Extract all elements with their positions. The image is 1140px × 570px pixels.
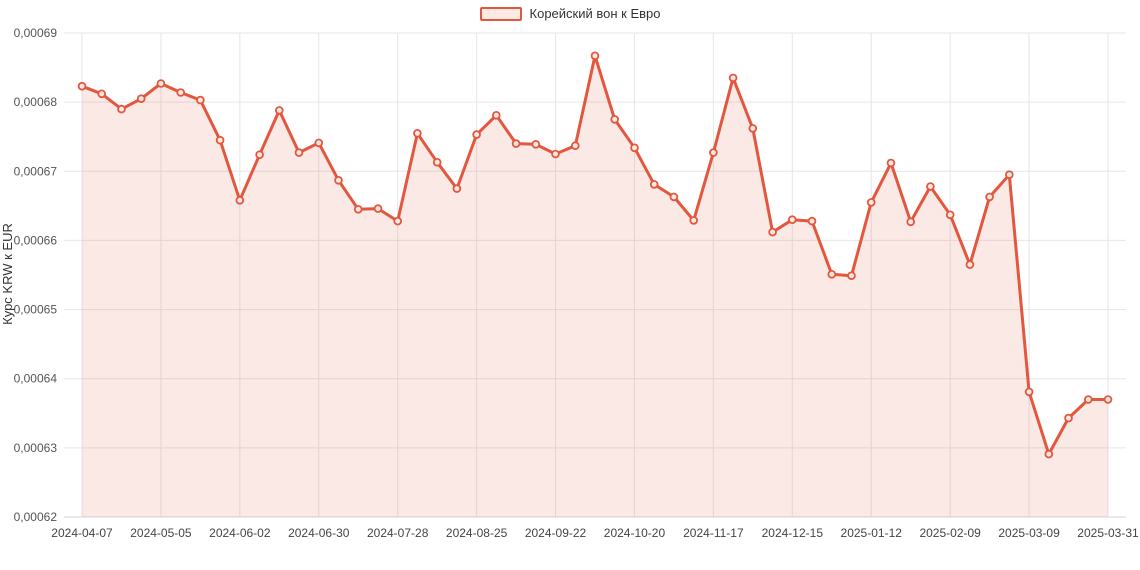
data-point[interactable]	[590, 51, 600, 61]
data-point[interactable]	[748, 124, 758, 133]
vertical-gridlines	[81, 33, 1109, 517]
data-point[interactable]	[847, 271, 856, 281]
y-tick-label: 0,00064	[14, 372, 58, 386]
data-point[interactable]	[452, 184, 462, 193]
data-point[interactable]	[156, 79, 166, 88]
y-tick-label: 0,00067	[14, 164, 58, 178]
x-tick-label: 2024-09-22	[525, 526, 587, 540]
data-point[interactable]	[97, 89, 106, 99]
data-point[interactable]	[669, 192, 679, 202]
series-area-fill	[82, 55, 1108, 518]
data-point[interactable]	[255, 150, 264, 160]
x-tick-label: 2024-10-20	[604, 526, 666, 540]
data-point[interactable]	[570, 141, 580, 151]
data-point[interactable]	[393, 216, 403, 226]
data-point[interactable]	[630, 143, 639, 153]
data-point[interactable]	[807, 216, 817, 226]
data-point[interactable]	[136, 94, 146, 103]
data-point[interactable]	[551, 149, 560, 159]
x-tick-label: 2025-03-09	[998, 526, 1060, 540]
data-point[interactable]	[689, 216, 698, 225]
data-point[interactable]	[1004, 170, 1014, 180]
data-point[interactable]	[117, 104, 126, 114]
x-axis-tick-labels: 2024-04-07 2024-05-05 2024-06-02 2024-06-30…	[51, 526, 1139, 540]
data-point[interactable]	[432, 158, 442, 167]
y-tick-label: 0,00062	[14, 510, 58, 524]
data-point[interactable]	[906, 217, 915, 227]
legend-swatch	[479, 6, 522, 21]
data-point[interactable]	[1084, 395, 1093, 404]
x-tick-label: 2024-08-25	[446, 526, 508, 540]
x-tick-label: 2024-04-07	[51, 526, 113, 540]
y-axis-tick-labels: 0,00062 0,00063 0,00064 0,00065 0,00066 0,000…	[14, 26, 58, 524]
data-point[interactable]	[1064, 413, 1073, 423]
data-point[interactable]	[196, 95, 205, 105]
data-point[interactable]	[649, 180, 659, 189]
x-tick-label: 2024-06-30	[288, 526, 350, 540]
data-point[interactable]	[610, 115, 619, 124]
data-point[interactable]	[965, 260, 975, 269]
data-point[interactable]	[886, 158, 896, 168]
x-tick-label: 2024-07-28	[367, 526, 429, 540]
data-point[interactable]	[787, 215, 797, 225]
data-point[interactable]	[472, 130, 481, 139]
data-point[interactable]	[985, 192, 994, 202]
data-point-markers	[77, 51, 1113, 459]
data-point[interactable]	[77, 81, 87, 91]
data-point[interactable]	[373, 204, 383, 213]
data-point[interactable]	[728, 73, 738, 83]
y-axis-title: Курс KRW к EUR	[0, 223, 15, 325]
horizontal-gridlines	[64, 32, 1126, 518]
y-tick-label: 0,00068	[14, 95, 58, 109]
data-point[interactable]	[334, 176, 343, 185]
data-point[interactable]	[945, 210, 955, 220]
data-point[interactable]	[353, 205, 363, 214]
legend-item-krw-eur[interactable]: Корейский вон к Евро	[0, 6, 1140, 21]
x-tick-label: 2024-12-15	[762, 526, 824, 540]
data-point[interactable]	[1103, 395, 1113, 404]
data-point[interactable]	[176, 88, 186, 97]
y-tick-label: 0,00063	[14, 441, 58, 455]
area-series	[80, 54, 1110, 518]
y-tick-label: 0,00069	[14, 26, 58, 40]
x-tick-label: 2024-11-17	[683, 526, 744, 540]
data-point[interactable]	[866, 198, 876, 207]
data-point[interactable]	[314, 138, 324, 148]
data-point[interactable]	[235, 196, 245, 205]
x-tick-label: 2025-01-12	[841, 526, 903, 540]
data-point[interactable]	[926, 182, 935, 191]
y-tick-label: 0,00066	[14, 233, 58, 247]
data-point[interactable]	[531, 140, 541, 149]
data-point[interactable]	[274, 106, 284, 115]
x-tick-label: 2024-05-05	[130, 526, 192, 540]
data-point[interactable]	[511, 139, 521, 148]
x-tick-label: 2025-03-31	[1077, 526, 1139, 540]
data-point[interactable]	[491, 111, 501, 120]
x-tick-label: 2025-02-09	[919, 526, 981, 540]
data-point[interactable]	[1044, 449, 1054, 459]
data-point[interactable]	[413, 129, 422, 138]
legend-label: Корейский вон к Евро	[529, 6, 661, 21]
data-point[interactable]	[768, 227, 777, 237]
data-point[interactable]	[1024, 387, 1034, 397]
data-point[interactable]	[215, 135, 225, 145]
y-tick-label: 0,00065	[14, 303, 58, 317]
data-point[interactable]	[709, 148, 718, 157]
data-point[interactable]	[827, 269, 837, 279]
data-point[interactable]	[294, 148, 304, 157]
x-tick-label: 2024-06-02	[209, 526, 271, 540]
